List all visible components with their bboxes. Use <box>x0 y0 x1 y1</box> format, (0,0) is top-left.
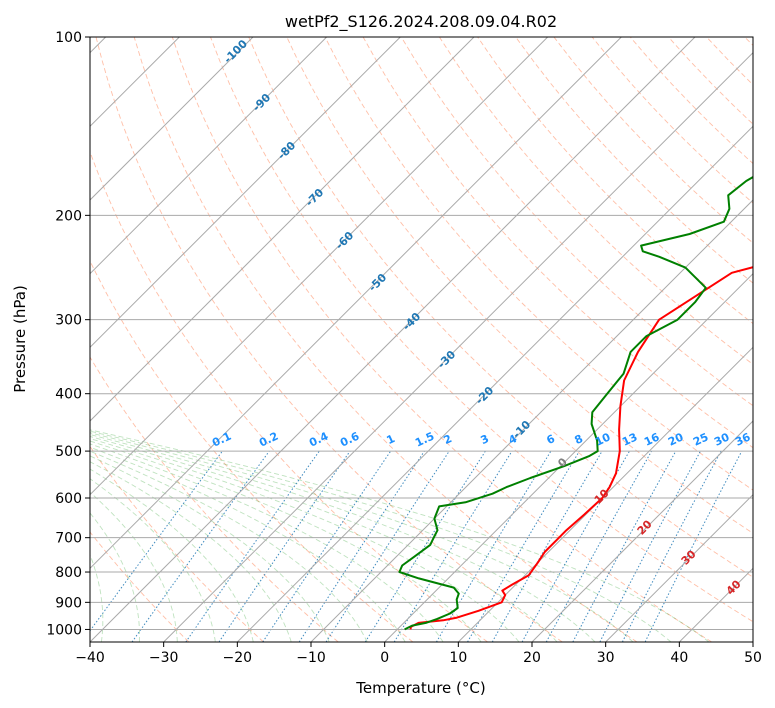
moist-adiabat-line <box>90 455 330 642</box>
isotherm-line <box>90 37 328 275</box>
mixing-ratio-label: 10 <box>593 430 613 448</box>
y-tick-label: 600 <box>55 491 82 507</box>
isotherm-line <box>384 272 753 642</box>
x-tick-label: 30 <box>597 650 615 666</box>
mixing-ratio-label: 36 <box>733 430 753 448</box>
mixing-ratio-label: 25 <box>691 430 710 448</box>
y-tick-label: 100 <box>55 30 82 46</box>
y-tick-label: 200 <box>55 208 82 224</box>
x-axis-label: Temperature (°C) <box>355 679 485 697</box>
mixing-ratio-line <box>364 450 486 642</box>
moist-adiabat-line <box>90 438 520 642</box>
mixing-ratio-line <box>90 450 223 632</box>
x-tick-label: −30 <box>149 650 179 666</box>
y-tick-label: 800 <box>55 565 82 581</box>
y-axis-label: Pressure (hPa) <box>11 285 29 393</box>
mixing-ratio-label: 20 <box>666 430 686 448</box>
plot-frame <box>89 36 754 643</box>
mixing-ratio-line <box>599 450 701 642</box>
mixing-ratio-line <box>393 450 513 642</box>
isotherm-line <box>90 37 475 422</box>
mixing-ratio-line <box>621 450 722 642</box>
moist-adiabat-line <box>90 553 104 642</box>
dry-adiabat-line <box>248 37 753 578</box>
moist-adiabat-line <box>90 512 140 642</box>
temperature-line <box>409 266 753 630</box>
dry-adiabat-line <box>400 37 753 407</box>
dry-adiabat-line <box>90 150 488 642</box>
dry-adiabat-line <box>439 37 753 365</box>
isotherm-line <box>236 125 753 642</box>
mixing-ratio-label: 16 <box>642 430 662 448</box>
mixing-ratio-line <box>298 450 425 642</box>
isotherm-line <box>163 51 753 642</box>
mixing-ratio-line <box>262 450 392 642</box>
mixing-ratio-line <box>185 450 320 642</box>
moist-adiabat-line <box>90 434 596 642</box>
background-lines <box>90 37 753 642</box>
isotherm-line <box>90 37 549 496</box>
x-tick-label: 0 <box>380 650 389 666</box>
plot-area: -100-90-80-70-60-50-40-30-20-10010203040… <box>90 37 753 642</box>
isotherm-gridlines <box>90 37 753 642</box>
mixing-ratio-line <box>131 450 270 642</box>
mixing-ratio-line <box>572 450 677 642</box>
isotherm-line <box>457 346 753 642</box>
moist-adiabat-line <box>90 491 178 642</box>
moist-adiabat-line <box>90 450 368 642</box>
moist-adiabat-line <box>90 435 558 642</box>
isotherm-line <box>605 493 753 642</box>
dry-adiabat-line <box>171 37 712 642</box>
isotherm-line <box>531 420 753 642</box>
y-tick-label: 1000 <box>46 622 82 638</box>
dry-adiabat-line <box>324 37 753 491</box>
dry-adiabat-line <box>95 37 563 642</box>
mixing-ratio-line <box>545 450 653 642</box>
y-tick-label: 300 <box>55 313 82 329</box>
x-axis-ticks: −40 −30 −20 −10 0 10 20 30 40 50 <box>75 642 762 666</box>
x-tick-label: 10 <box>449 650 467 666</box>
dewpoint-line <box>398 175 753 631</box>
y-axis-ticks: 100 200 300 400 500 600 700 800 900 1000 <box>46 30 90 638</box>
isobar-gridlines <box>90 37 753 630</box>
dry-adiabat-line <box>90 531 190 642</box>
x-tick-label: 40 <box>670 650 688 666</box>
y-tick-label: 900 <box>55 595 82 611</box>
dry-adiabat-line <box>90 445 264 642</box>
x-tick-label: −40 <box>75 650 105 666</box>
x-tick-label: 20 <box>523 650 541 666</box>
dry-adiabat-line <box>133 37 638 642</box>
x-tick-label: −20 <box>223 650 253 666</box>
moist-adiabat-line <box>90 443 444 642</box>
series-group <box>398 175 753 631</box>
dry-adiabat-line <box>515 37 753 284</box>
mixing-ratio-line <box>644 450 743 642</box>
chart-title: wetPf2_S126.2024.208.09.04.R02 <box>285 12 557 32</box>
isotherm-line <box>90 37 622 570</box>
dry-adiabat-line <box>210 37 753 623</box>
mixing-ratio-line <box>325 450 450 642</box>
isotherm-line <box>310 199 753 642</box>
mixing-ratio-label: 30 <box>712 430 732 448</box>
x-tick-label: 50 <box>744 650 762 666</box>
moist-adiabat-line <box>90 440 482 642</box>
mixing-ratio-line <box>435 450 552 642</box>
mixing-ratio-lines <box>90 450 743 642</box>
isotherm-line <box>90 37 401 349</box>
mixing-ratio-line <box>218 450 351 642</box>
moist-adiabat-line <box>90 468 254 642</box>
moist-adiabat-line <box>90 461 292 642</box>
isotherm-line <box>90 37 696 642</box>
dry-adiabat-line <box>90 356 339 642</box>
y-tick-label: 700 <box>55 531 82 547</box>
mixing-ratio-label: 13 <box>620 430 639 448</box>
isotherm-line <box>90 37 254 201</box>
moist-adiabat-line <box>90 430 672 642</box>
y-tick-label: 400 <box>55 387 82 403</box>
moist-adiabat-line <box>90 478 216 642</box>
x-tick-label: −10 <box>296 650 326 666</box>
y-tick-label: 500 <box>55 444 82 460</box>
